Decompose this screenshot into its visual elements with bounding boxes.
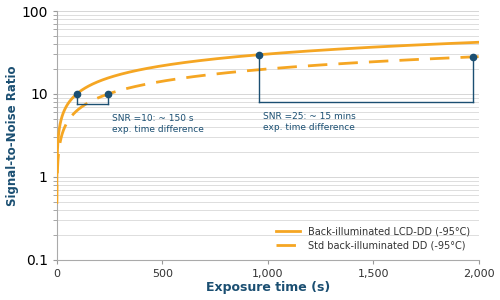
X-axis label: Exposure time (s): Exposure time (s) xyxy=(206,281,330,294)
Text: SNR =10: ~ 150 s
exp. time difference: SNR =10: ~ 150 s exp. time difference xyxy=(112,113,204,134)
Legend: Back-illuminated LCD-DD (-95°C), Std back-illuminated DD (-95°C): Back-illuminated LCD-DD (-95°C), Std bac… xyxy=(272,222,474,255)
Text: SNR =25: ~ 15 mins
exp. time difference: SNR =25: ~ 15 mins exp. time difference xyxy=(264,112,356,132)
Y-axis label: Signal-to-Noise Ratio: Signal-to-Noise Ratio xyxy=(6,65,18,206)
